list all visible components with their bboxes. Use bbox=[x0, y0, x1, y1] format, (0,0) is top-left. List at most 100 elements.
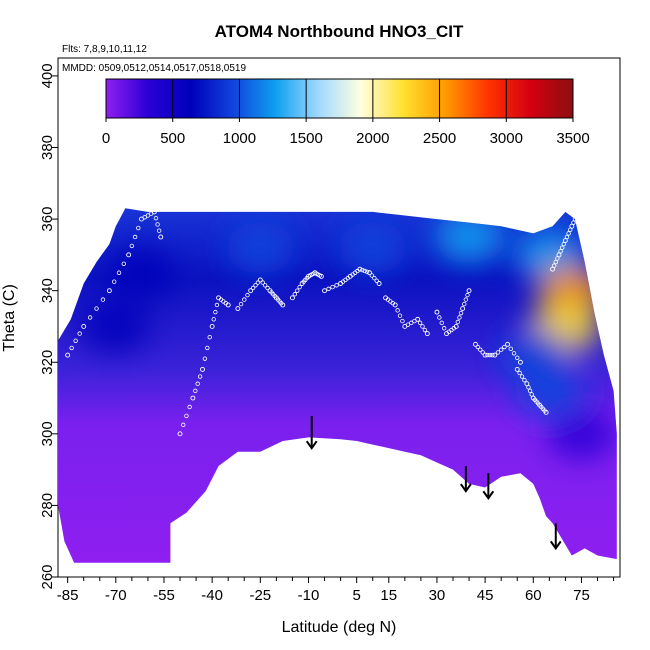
sample-point bbox=[553, 259, 558, 265]
colorbar-tick-label: 1000 bbox=[223, 130, 256, 147]
sample-point bbox=[250, 285, 256, 291]
flight-tracks bbox=[65, 209, 581, 437]
sample-point bbox=[197, 374, 203, 379]
sample-point bbox=[190, 395, 196, 401]
sample-point bbox=[490, 352, 495, 358]
sample-point bbox=[465, 292, 470, 298]
arrow-head bbox=[482, 490, 495, 500]
x-tick-label: -85 bbox=[57, 587, 79, 604]
sample-point bbox=[527, 388, 533, 394]
y-tick-label: 380 bbox=[39, 135, 56, 160]
arrow-head bbox=[305, 440, 318, 450]
flight-track bbox=[383, 295, 430, 337]
sample-point bbox=[214, 302, 220, 308]
sample-point bbox=[158, 234, 164, 240]
x-tick-label: -70 bbox=[105, 587, 127, 604]
flight-track bbox=[235, 277, 286, 312]
sample-point bbox=[156, 228, 162, 233]
chart-title: ATOM4 Northbound HNO3_CIT bbox=[215, 22, 464, 41]
sample-point bbox=[242, 297, 247, 302]
sample-point bbox=[357, 266, 363, 272]
sample-point bbox=[397, 313, 403, 318]
sample-point bbox=[458, 310, 464, 316]
colorbar-tick-label: 3000 bbox=[490, 130, 523, 147]
y-tick-label: 340 bbox=[39, 278, 56, 303]
x-tick-label: 45 bbox=[477, 587, 494, 604]
sample-point bbox=[111, 279, 117, 284]
sample-point bbox=[551, 263, 557, 268]
sample-point bbox=[453, 323, 459, 329]
x-tick-label: -10 bbox=[298, 587, 320, 604]
sample-point bbox=[121, 261, 127, 267]
y-tick-label: 260 bbox=[39, 564, 56, 589]
sample-point bbox=[225, 302, 231, 308]
sample-point bbox=[420, 324, 425, 329]
x-tick-label: 75 bbox=[573, 587, 590, 604]
sample-point bbox=[376, 281, 382, 286]
sample-point bbox=[129, 243, 135, 249]
y-tick-label: 280 bbox=[39, 493, 56, 518]
down-arrow bbox=[549, 523, 562, 551]
sample-point bbox=[522, 377, 527, 383]
flight-track bbox=[434, 288, 472, 337]
sample-point bbox=[550, 266, 556, 272]
dates-note: MMDD: 0509,0512,0514,0517,0518,0519 bbox=[62, 63, 246, 74]
sample-point bbox=[562, 238, 568, 243]
colorbar-bar bbox=[105, 78, 574, 119]
sample-point bbox=[77, 331, 82, 336]
sample-point bbox=[116, 270, 122, 275]
field-features bbox=[81, 210, 616, 460]
sample-point bbox=[519, 374, 525, 379]
sample-point bbox=[466, 288, 472, 294]
sample-point bbox=[480, 350, 485, 355]
sample-point bbox=[559, 245, 565, 250]
arrow-head bbox=[549, 540, 562, 551]
x-tick-label: -55 bbox=[153, 587, 175, 604]
colorbar-tick-label: 1500 bbox=[289, 130, 322, 147]
sample-point bbox=[334, 283, 339, 288]
down-arrow bbox=[482, 473, 495, 500]
sample-point bbox=[181, 422, 186, 428]
x-axis-label: Latitude (deg N) bbox=[282, 619, 397, 636]
sample-point bbox=[362, 268, 367, 274]
flight-track bbox=[65, 209, 164, 358]
sample-point bbox=[295, 288, 300, 293]
sample-point bbox=[395, 308, 400, 313]
sample-point bbox=[556, 252, 562, 258]
y-axis-label: Theta (C) bbox=[1, 284, 18, 352]
sample-point bbox=[207, 334, 212, 340]
sample-point bbox=[195, 381, 200, 386]
sample-point bbox=[422, 327, 428, 333]
sample-point bbox=[417, 320, 423, 326]
sample-point bbox=[255, 280, 261, 285]
field-feature bbox=[226, 221, 295, 274]
sample-point bbox=[145, 213, 151, 218]
sample-point bbox=[132, 234, 138, 240]
sample-point bbox=[502, 344, 507, 350]
sample-point bbox=[524, 381, 530, 387]
sample-point bbox=[517, 359, 523, 365]
sample-point bbox=[487, 352, 493, 358]
sample-point bbox=[405, 322, 411, 327]
arrows-layer bbox=[305, 415, 562, 551]
sample-point bbox=[558, 249, 563, 254]
sample-point bbox=[482, 352, 488, 358]
sample-point bbox=[441, 326, 447, 331]
sample-point bbox=[437, 315, 442, 320]
colorbar-tick-label: 3500 bbox=[556, 130, 589, 147]
sample-point bbox=[511, 351, 517, 356]
sample-point bbox=[257, 277, 263, 283]
sample-point bbox=[369, 273, 375, 278]
flight-track bbox=[289, 270, 324, 301]
flight-track bbox=[177, 295, 231, 437]
flight-track bbox=[322, 266, 382, 294]
sample-point bbox=[478, 347, 483, 352]
sample-point bbox=[184, 413, 189, 419]
sample-point bbox=[463, 297, 469, 302]
sample-point bbox=[151, 209, 157, 215]
colorbar-tick-label: 500 bbox=[160, 130, 185, 147]
sample-point bbox=[238, 301, 244, 307]
y-tick-label: 300 bbox=[39, 421, 56, 446]
sample-point bbox=[415, 316, 421, 322]
